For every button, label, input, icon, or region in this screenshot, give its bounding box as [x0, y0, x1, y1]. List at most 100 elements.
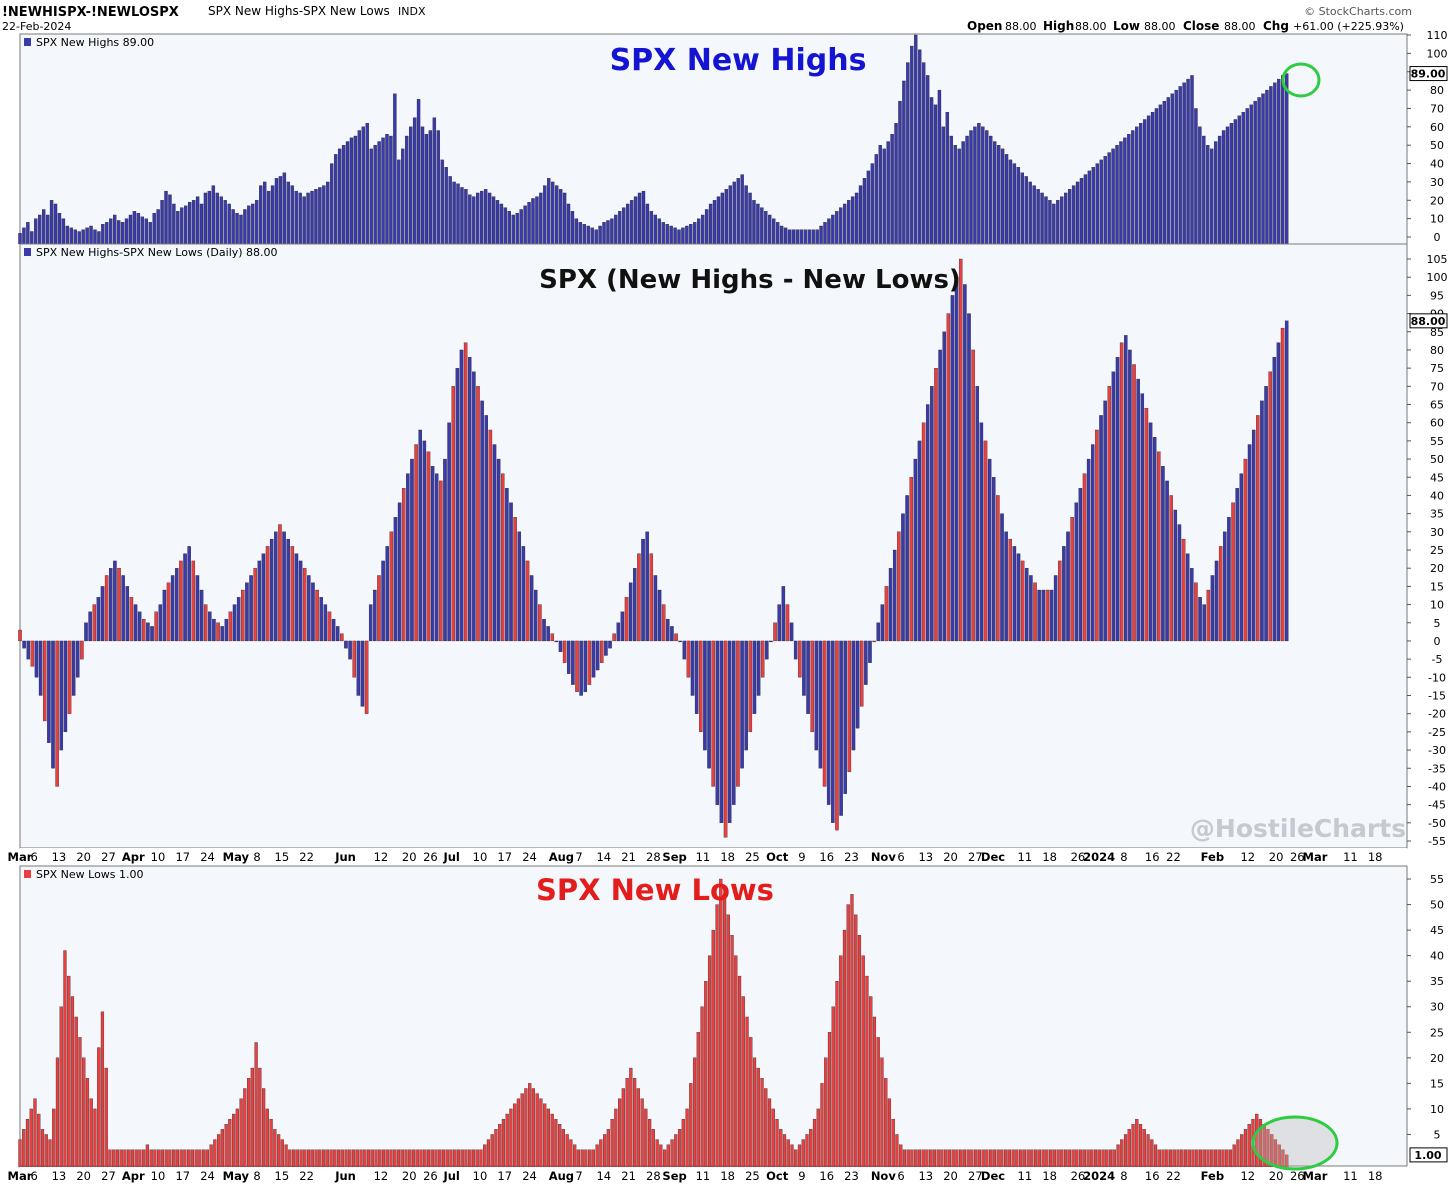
bar [432, 117, 437, 245]
bar [121, 575, 125, 642]
bar [696, 1032, 700, 1168]
bar [246, 1078, 251, 1168]
bar [184, 205, 188, 245]
x-tick-label: 6 [897, 1169, 904, 1183]
bar [878, 145, 882, 245]
bar [1099, 415, 1103, 642]
bar [803, 229, 807, 245]
last-value-box [1409, 66, 1448, 82]
bar [661, 222, 665, 245]
bar [509, 502, 513, 642]
bar [818, 640, 823, 769]
bar [598, 225, 602, 245]
bar [1020, 560, 1025, 642]
bar [806, 640, 810, 714]
bar [521, 546, 526, 642]
x-tick-label: 12 [374, 850, 389, 864]
bar [734, 955, 738, 1168]
bar [472, 196, 476, 245]
bar [839, 207, 843, 245]
open-label: Open [967, 19, 1002, 33]
bar [112, 1149, 116, 1168]
bar [775, 222, 780, 245]
last-value-box [1409, 313, 1448, 329]
bar [448, 176, 452, 245]
bar [319, 597, 323, 642]
bar [55, 1057, 60, 1168]
bar [1056, 1149, 1060, 1168]
x-tick-label: 27 [968, 1169, 983, 1183]
bar [463, 342, 468, 642]
last-value-label: 88.00 [1411, 315, 1446, 328]
bar [513, 517, 517, 642]
bar [554, 185, 559, 245]
bar [438, 1149, 442, 1168]
bar [326, 181, 330, 245]
x-tick-label: 14 [596, 850, 611, 864]
bar [243, 1088, 247, 1168]
bar [938, 349, 942, 642]
bar [228, 611, 233, 642]
x-tick-label: 27 [968, 850, 983, 864]
bar [426, 1149, 431, 1168]
bar [1078, 1149, 1083, 1168]
bar [34, 640, 39, 678]
bar [302, 568, 307, 642]
bar [1036, 189, 1040, 245]
bar [697, 218, 701, 245]
bar [977, 1149, 982, 1168]
bar [571, 640, 575, 685]
bar [306, 192, 310, 245]
bar [655, 1139, 659, 1168]
bar [767, 1098, 772, 1168]
bar [443, 458, 447, 642]
bar [468, 194, 472, 245]
y-tick-label: 55 [1430, 435, 1444, 448]
bar [576, 1149, 581, 1168]
x-tick-label: 15 [275, 1169, 290, 1183]
bar [859, 640, 864, 707]
bar [1037, 589, 1041, 642]
bar [569, 1139, 573, 1168]
bar [340, 1149, 344, 1168]
bar [81, 229, 85, 245]
bar [492, 444, 497, 642]
y-tick-label: 75 [1430, 362, 1444, 375]
bar [950, 295, 955, 642]
bar [854, 914, 858, 1168]
bar [97, 1047, 101, 1168]
bar [160, 200, 164, 245]
bar [1082, 473, 1087, 642]
bar [430, 466, 435, 642]
bar [423, 1149, 427, 1168]
bar [164, 190, 168, 245]
bar [1223, 531, 1227, 642]
bar [476, 386, 480, 642]
bar [345, 141, 350, 245]
bar [816, 1108, 820, 1168]
bar [337, 148, 342, 245]
bar [1228, 1149, 1233, 1168]
bar [26, 640, 31, 660]
bar [847, 640, 852, 773]
bar [314, 189, 318, 245]
bar [311, 582, 315, 642]
bar [120, 222, 125, 245]
x-tick-label: 18 [1042, 1169, 1057, 1183]
bar [629, 200, 634, 245]
bar [558, 189, 563, 245]
y-tick-label: -50 [1428, 817, 1446, 830]
bar [198, 1149, 202, 1168]
bar [641, 538, 645, 642]
bar [604, 640, 608, 656]
bar [1247, 1124, 1251, 1168]
bar [329, 1149, 333, 1168]
x-tick-label: 26 [423, 850, 438, 864]
y-tick-label: -5 [1432, 653, 1443, 666]
bar [925, 1149, 929, 1168]
bar [464, 1149, 468, 1168]
bar [77, 231, 81, 245]
bar [690, 640, 695, 696]
panel-title: SPX (New Highs - New Lows) [539, 265, 961, 295]
bar [614, 1108, 618, 1168]
